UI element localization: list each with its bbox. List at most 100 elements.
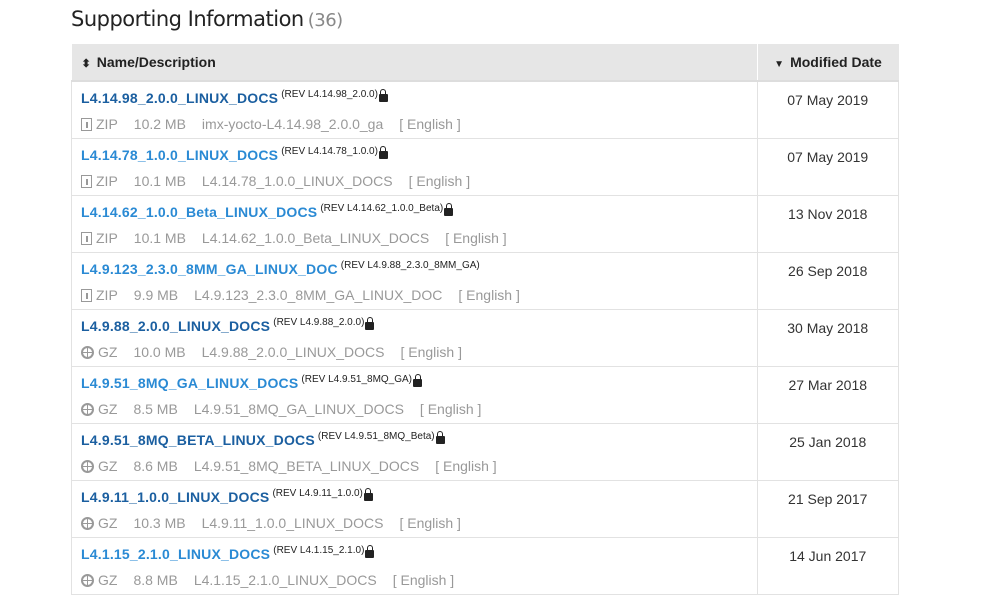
language-link[interactable]: [ English ] xyxy=(408,172,471,189)
name-cell: L4.9.88_2.0.0_LINUX_DOCS (REV L4.9.88_2.0… xyxy=(71,308,758,367)
zip-file-icon xyxy=(81,174,92,188)
file-description: L4.14.62_1.0.0_Beta_LINUX_DOCS xyxy=(201,229,430,246)
language-link[interactable]: [ English ] xyxy=(435,457,497,474)
file-size: 10.2 MB xyxy=(133,116,186,132)
table-row: L4.9.11_1.0.0_LINUX_DOCS (REV L4.9.11_1.0… xyxy=(71,479,899,538)
file-size: 10.3 MB xyxy=(133,514,186,531)
file-type-label: GZ xyxy=(98,343,118,360)
modified-date: 07 May 2019 xyxy=(756,80,899,139)
name-cell: L4.9.11_1.0.0_LINUX_DOCS (REV L4.9.11_1.0… xyxy=(71,479,758,538)
language-link[interactable]: [ English ] xyxy=(419,400,482,417)
language-link[interactable]: [ English ] xyxy=(399,514,461,531)
document-link[interactable]: L4.14.78_1.0.0_LINUX_DOCS xyxy=(81,146,279,163)
file-type: ZIP xyxy=(81,230,118,246)
file-description: L4.9.123_2.3.0_8MM_GA_LINUX_DOC xyxy=(194,286,443,303)
file-meta: GZ 8.5 MB L4.9.51_8MQ_GA_LINUX_DOCS [ Engli… xyxy=(81,401,748,417)
modified-date: 26 Sep 2018 xyxy=(756,251,899,310)
zip-file-icon xyxy=(81,231,92,245)
table-row: L4.9.123_2.3.0_8MM_GA_LINUX_DOC (REV L4.9… xyxy=(71,251,899,310)
document-link[interactable]: L4.9.51_8MQ_GA_LINUX_DOCS xyxy=(81,374,299,391)
lock-icon xyxy=(365,544,375,558)
lock-icon xyxy=(378,145,388,159)
file-type: GZ xyxy=(81,572,117,588)
documents-table: ⬍ Name/Description ▼ Modified Date L4.14.9… xyxy=(71,44,899,595)
revision-label: (REV L4.9.11_1.0.0) xyxy=(272,487,363,499)
document-link[interactable]: L4.9.88_2.0.0_LINUX_DOCS xyxy=(81,317,271,334)
table-row: L4.9.51_8MQ_GA_LINUX_DOCS (REV L4.9.51_8M… xyxy=(71,365,899,424)
document-link[interactable]: L4.9.11_1.0.0_LINUX_DOCS xyxy=(81,488,270,505)
revision-label: (REV L4.14.78_1.0.0) xyxy=(281,145,378,157)
revision-label: (REV L4.14.62_1.0.0_Beta) xyxy=(320,202,444,214)
lock-icon xyxy=(365,316,375,330)
document-link[interactable]: L4.9.51_8MQ_BETA_LINUX_DOCS xyxy=(81,431,315,448)
modified-date: 07 May 2019 xyxy=(756,137,899,196)
zip-file-icon xyxy=(81,118,92,131)
revision-label: (REV L4.9.88_2.0.0) xyxy=(273,316,365,328)
language-link[interactable]: [ English ] xyxy=(458,286,520,303)
table-row: L4.14.62_1.0.0_Beta_LINUX_DOCS (REV L4.14… xyxy=(71,194,899,253)
modified-date: 14 Jun 2017 xyxy=(756,536,899,595)
globe-icon xyxy=(81,459,94,473)
file-type-label: GZ xyxy=(98,571,118,588)
result-count: (36) xyxy=(307,10,343,31)
column-header-name[interactable]: ⬍ Name/Description xyxy=(71,44,758,82)
title-text: Supporting Information xyxy=(71,7,304,31)
page-title: Supporting Information (36) xyxy=(71,7,343,31)
language-link[interactable]: [ English ] xyxy=(399,116,461,132)
document-link[interactable]: L4.14.62_1.0.0_Beta_LINUX_DOCS xyxy=(81,203,318,220)
file-type-label: ZIP xyxy=(96,286,118,303)
document-link[interactable]: L4.14.98_2.0.0_LINUX_DOCS xyxy=(81,90,279,106)
table-row: L4.1.15_2.1.0_LINUX_DOCS (REV L4.1.15_2.1… xyxy=(71,536,899,595)
file-size: 10.1 MB xyxy=(133,229,186,246)
file-meta: GZ 8.8 MB L4.1.15_2.1.0_LINUX_DOCS [ Englis… xyxy=(81,572,748,588)
file-description: imx-yocto-L4.14.98_2.0.0_ga xyxy=(201,116,384,132)
file-meta: ZIP 10.2 MB imx-yocto-L4.14.98_2.0.0_ga [ E… xyxy=(81,116,748,132)
file-meta: GZ 8.6 MB L4.9.51_8MQ_BETA_LINUX_DOCS [ Eng… xyxy=(81,458,748,474)
globe-icon xyxy=(81,345,94,359)
file-type: GZ xyxy=(81,458,117,474)
modified-date: 30 May 2018 xyxy=(756,308,899,367)
modified-date: 13 Nov 2018 xyxy=(756,194,899,253)
language-link[interactable]: [ English ] xyxy=(392,571,455,588)
column-label: Modified Date xyxy=(790,54,882,70)
file-size: 8.6 MB xyxy=(133,457,178,474)
revision-label: (REV L4.9.51_8MQ_GA) xyxy=(301,373,413,385)
file-description: L4.1.15_2.1.0_LINUX_DOCS xyxy=(193,571,377,588)
file-type: ZIP xyxy=(81,287,118,303)
language-link[interactable]: [ English ] xyxy=(400,343,462,360)
file-size: 8.5 MB xyxy=(133,400,178,417)
file-type-label: GZ xyxy=(98,457,118,474)
globe-icon xyxy=(81,402,94,416)
name-cell: L4.14.98_2.0.0_LINUX_DOCS (REV L4.14.98_2… xyxy=(71,80,758,139)
table-row: L4.14.98_2.0.0_LINUX_DOCS (REV L4.14.98_2… xyxy=(71,80,899,139)
revision-label: (REV L4.14.98_2.0.0) xyxy=(281,89,378,100)
file-description: L4.9.11_1.0.0_LINUX_DOCS xyxy=(201,514,384,531)
modified-date: 25 Jan 2018 xyxy=(756,422,899,481)
file-size: 10.0 MB xyxy=(133,343,186,360)
document-link[interactable]: L4.9.123_2.3.0_8MM_GA_LINUX_DOC xyxy=(81,260,338,277)
file-size: 9.9 MB xyxy=(133,286,179,303)
table-row: L4.9.88_2.0.0_LINUX_DOCS (REV L4.9.88_2.0… xyxy=(71,308,899,367)
column-label: Name/Description xyxy=(96,54,216,70)
file-type: GZ xyxy=(81,344,117,360)
revision-label: (REV L4.9.51_8MQ_Beta) xyxy=(317,430,435,442)
column-header-date[interactable]: ▼ Modified Date xyxy=(757,44,899,82)
name-cell: L4.14.62_1.0.0_Beta_LINUX_DOCS (REV L4.14… xyxy=(71,194,758,253)
revision-label: (REV L4.1.15_2.1.0) xyxy=(273,544,365,556)
file-meta: ZIP 10.1 MB L4.14.78_1.0.0_LINUX_DOCS [ Eng… xyxy=(81,173,748,189)
zip-file-icon xyxy=(81,288,92,302)
name-cell: L4.9.51_8MQ_GA_LINUX_DOCS (REV L4.9.51_8M… xyxy=(71,365,758,424)
revision-label: (REV L4.9.88_2.3.0_8MM_GA) xyxy=(340,259,480,271)
file-meta: ZIP 10.1 MB L4.14.62_1.0.0_Beta_LINUX_DOCS… xyxy=(81,230,748,246)
file-description: L4.9.51_8MQ_GA_LINUX_DOCS xyxy=(193,400,404,417)
file-type: ZIP xyxy=(81,116,118,132)
file-type-label: ZIP xyxy=(96,172,118,189)
language-link[interactable]: [ English ] xyxy=(445,229,507,246)
lock-icon xyxy=(435,430,445,444)
file-type-label: ZIP xyxy=(96,116,118,132)
document-link[interactable]: L4.1.15_2.1.0_LINUX_DOCS xyxy=(81,545,271,562)
name-cell: L4.14.78_1.0.0_LINUX_DOCS (REV L4.14.78_1… xyxy=(71,137,758,196)
file-type-label: GZ xyxy=(98,400,118,417)
sort-both-icon: ⬍ xyxy=(81,58,91,70)
file-description: L4.9.88_2.0.0_LINUX_DOCS xyxy=(201,343,385,360)
